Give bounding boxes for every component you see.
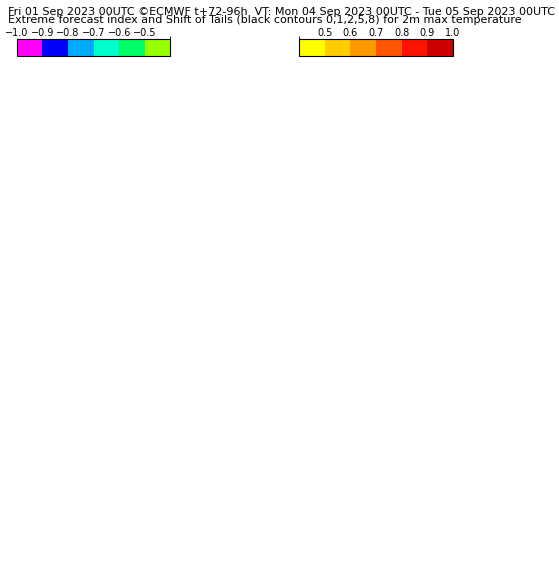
Text: Extreme forecast index and Shift of Tails (black contours 0,1,2,5,8) for 2m max : Extreme forecast index and Shift of Tail…: [8, 15, 522, 25]
Text: Fri 01 Sep 2023 00UTC ©ECMWF t+72-96h  VT: Mon 04 Sep 2023 00UTC - Tue 05 Sep 20: Fri 01 Sep 2023 00UTC ©ECMWF t+72-96h VT…: [8, 7, 556, 17]
